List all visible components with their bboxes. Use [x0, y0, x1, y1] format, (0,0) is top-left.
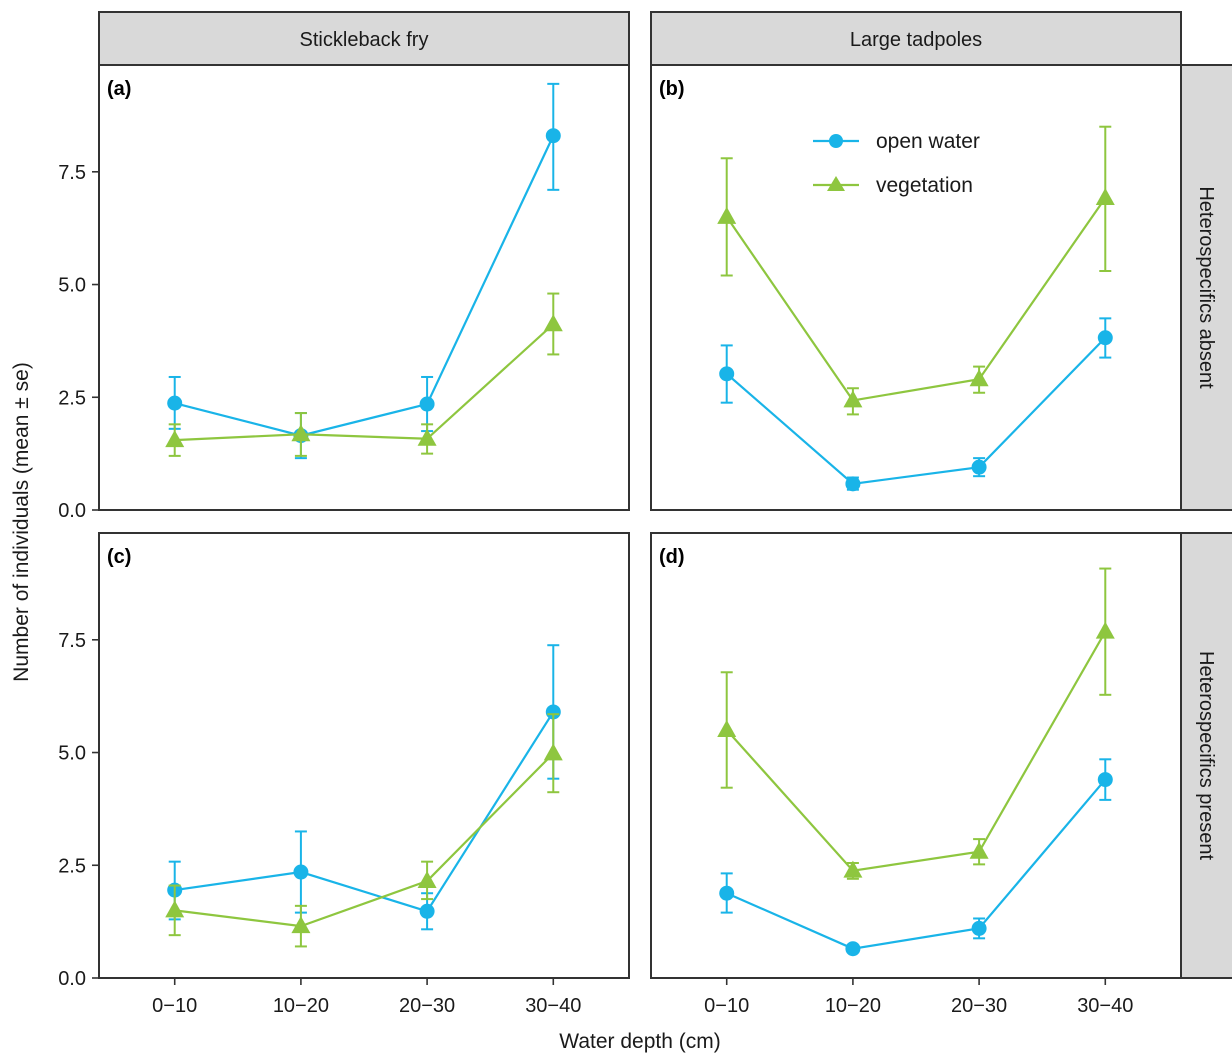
- panel-b-vegetation-point: [843, 390, 863, 408]
- legend-vegetation-marker: [827, 176, 845, 191]
- panel-c-border: [98, 532, 630, 979]
- y-tick-label: 7.5: [58, 630, 86, 652]
- x-tick-label: 30−40: [1077, 995, 1133, 1017]
- panel-a-open-water-point: [419, 396, 435, 412]
- panel-d-open-water-point: [1097, 772, 1113, 788]
- x-tick-label: 0−10: [704, 995, 749, 1017]
- panel-a-vegetation-point: [291, 424, 311, 442]
- panel-d-open-water-point: [971, 920, 987, 936]
- panel-b-label: (b): [659, 78, 685, 100]
- panel-c-vegetation-point: [417, 871, 437, 889]
- panel-c-vegetation-line: [174, 752, 555, 928]
- y-tick-label: 5.0: [58, 743, 86, 765]
- y-tick-label: 2.5: [58, 387, 86, 409]
- x-tick-label: 10−20: [825, 995, 881, 1017]
- panel-b-open-water-point: [971, 459, 987, 475]
- panel-b-open-water-point: [719, 366, 735, 382]
- panel-d-vegetation-line: [725, 631, 1107, 872]
- panel-a-border: [98, 64, 630, 511]
- panel-d-label: (d): [659, 546, 685, 568]
- x-tick-label: 30−40: [525, 995, 581, 1017]
- panel-d-open-water-point: [719, 885, 735, 901]
- panel-b-vegetation-point: [1095, 187, 1115, 205]
- legend-open-water-marker: [829, 134, 843, 148]
- panel-d-vegetation-point: [717, 719, 737, 737]
- panel-d-vegetation-point: [1095, 621, 1115, 639]
- y-axis-title: Number of individuals (mean ± se): [10, 362, 33, 682]
- panel-c-open-water-point: [545, 704, 561, 720]
- panel-a-vegetation-point: [543, 314, 563, 332]
- panel-c-label: (c): [107, 546, 131, 568]
- panel-a-label: (a): [107, 78, 131, 100]
- row-strip-heterospecifics-present: [1180, 532, 1232, 979]
- panel-d-border: [650, 532, 1182, 979]
- column-strip-large-tadpoles: [650, 11, 1182, 66]
- row-strip-heterospecifics-absent: [1180, 64, 1232, 511]
- column-strip-stickleback-fry: [98, 11, 630, 66]
- row-strip-label-heterospecifics-present: Heterospecifics present: [1195, 651, 1217, 860]
- panel-b-border: [650, 64, 1182, 511]
- x-tick-label: 10−20: [273, 995, 329, 1017]
- x-tick-label: 20−30: [399, 995, 455, 1017]
- panel-a-vegetation-line: [174, 323, 555, 442]
- column-strip-label-large-tadpoles: Large tadpoles: [850, 29, 982, 51]
- panel-b-open-water-point: [1097, 330, 1113, 346]
- panel-c-vegetation-point: [165, 900, 185, 918]
- panel-b-vegetation-point: [717, 206, 737, 224]
- panel-a-open-water-line: [174, 135, 555, 437]
- y-tick-label: 0.0: [58, 968, 86, 990]
- panel-c-open-water-point: [293, 864, 309, 880]
- legend-open-water-label: open water: [876, 130, 980, 153]
- row-strip-label-heterospecifics-absent: Heterospecifics absent: [1195, 186, 1217, 389]
- panel-a-open-water-point: [545, 128, 561, 144]
- y-tick-label: 7.5: [58, 162, 86, 184]
- legend: open water vegetation: [813, 130, 980, 197]
- panel-d-open-water-point: [845, 941, 861, 957]
- panel-b-open-water-line: [725, 336, 1107, 486]
- panel-a-vegetation-point: [417, 428, 437, 446]
- panel-c-open-water-point: [419, 903, 435, 919]
- panel-a-open-water-point: [167, 395, 183, 411]
- panel-a-vegetation-point: [165, 430, 185, 448]
- y-tick-label: 0.0: [58, 500, 86, 522]
- panel-c-vegetation-point: [543, 743, 563, 761]
- panel-b-open-water-point: [845, 476, 861, 492]
- column-strip-label-stickleback-fry: Stickleback fry: [300, 29, 429, 51]
- y-tick-label: 5.0: [58, 275, 86, 297]
- x-tick-label: 20−30: [951, 995, 1007, 1017]
- panel-d-vegetation-point: [843, 860, 863, 878]
- panel-b-vegetation-line: [725, 197, 1107, 402]
- y-tick-label: 2.5: [58, 855, 86, 877]
- panel-c-vegetation-point: [291, 916, 311, 934]
- x-axis-title: Water depth (cm): [559, 1030, 720, 1053]
- legend-vegetation-label: vegetation: [876, 174, 973, 197]
- panel-c-open-water-line: [174, 711, 555, 913]
- panel-d-open-water-line: [726, 778, 1107, 950]
- panel-d-vegetation-point: [969, 841, 989, 859]
- panel-b-vegetation-point: [969, 369, 989, 387]
- x-tick-label: 0−10: [152, 995, 197, 1017]
